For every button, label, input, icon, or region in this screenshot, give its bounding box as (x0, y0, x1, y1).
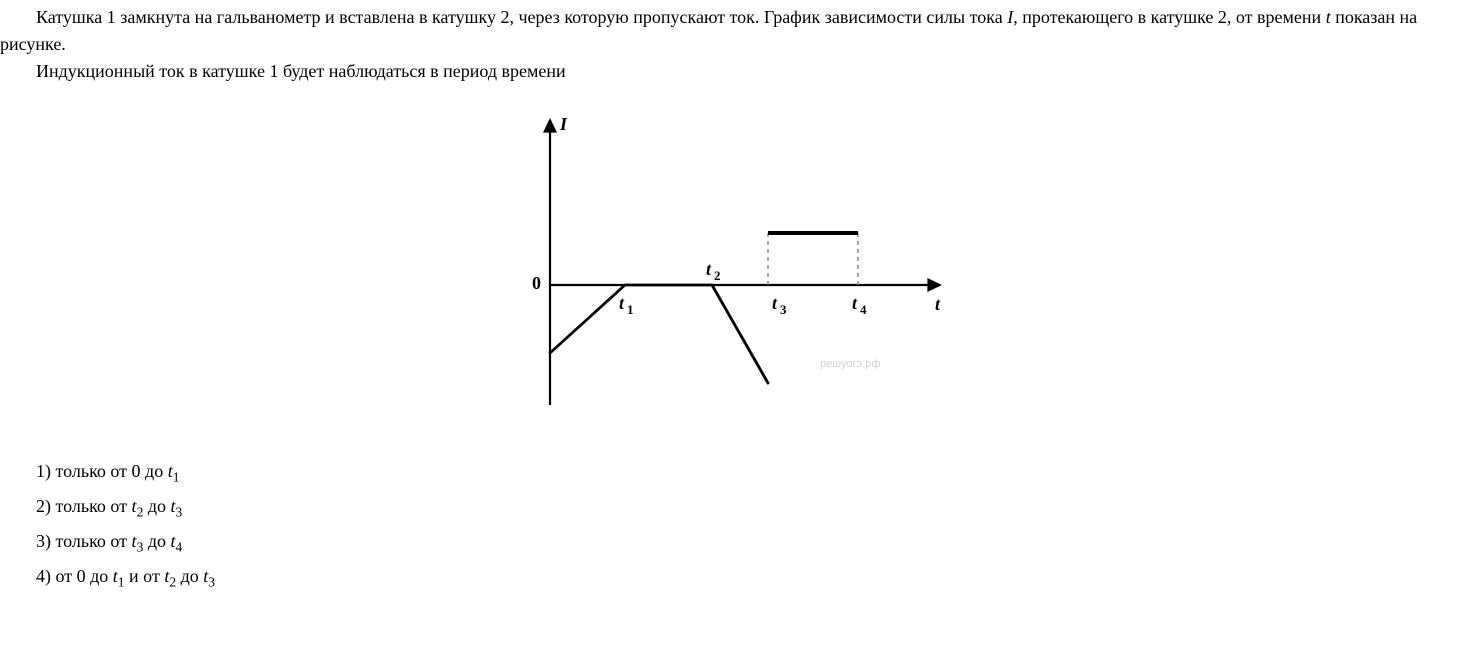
chart-container: It0t1t2t3t4решуогэ.рф (0, 105, 1459, 415)
problem-paragraph-1: Катушка 1 замкнута на гальванометр и вст… (0, 4, 1459, 58)
subscript: 3 (208, 574, 215, 589)
svg-text:I: I (559, 114, 568, 134)
svg-text:2: 2 (714, 268, 721, 283)
svg-text:t: t (706, 259, 712, 279)
answer-option-1: 1) только от 0 до t1 (36, 455, 1459, 490)
svg-text:t: t (619, 293, 625, 313)
subscript: 3 (176, 504, 183, 519)
text-fragment: , протекающего в катушке 2, от времени (1013, 7, 1325, 27)
answer-option-3: 3) только от t3 до t4 (36, 525, 1459, 560)
text-fragment: Катушка 1 замкнута на гальванометр и вст… (36, 7, 1007, 27)
current-vs-time-chart: It0t1t2t3t4решуогэ.рф (490, 105, 970, 415)
problem-paragraph-2: Индукционный ток в катушке 1 будет наблю… (0, 58, 1459, 85)
text-fragment: 3) только от (36, 531, 132, 551)
text-fragment: 1) только от 0 до (36, 461, 168, 481)
svg-text:t: t (772, 293, 778, 313)
subscript: 1 (173, 470, 180, 485)
answer-option-4: 4) от 0 до t1 и от t2 до t3 (36, 560, 1459, 595)
svg-text:3: 3 (780, 302, 787, 317)
text-fragment: до (176, 566, 203, 586)
text-fragment: до (143, 531, 170, 551)
answer-options: 1) только от 0 до t1 2) только от t2 до … (0, 455, 1459, 595)
answer-option-2: 2) только от t2 до t3 (36, 490, 1459, 525)
svg-text:4: 4 (860, 302, 867, 317)
svg-text:решуогэ.рф: решуогэ.рф (820, 358, 880, 370)
text-fragment: до (143, 496, 170, 516)
svg-text:t: t (935, 294, 941, 314)
text-fragment: 2) только от (36, 496, 132, 516)
svg-text:t: t (852, 293, 858, 313)
problem-statement: Катушка 1 замкнута на гальванометр и вст… (0, 4, 1459, 85)
svg-text:0: 0 (532, 273, 541, 293)
svg-text:1: 1 (627, 302, 634, 317)
subscript: 1 (118, 574, 125, 589)
subscript: 4 (176, 539, 183, 554)
text-fragment: 4) от 0 до (36, 566, 113, 586)
text-fragment: и от (125, 566, 165, 586)
